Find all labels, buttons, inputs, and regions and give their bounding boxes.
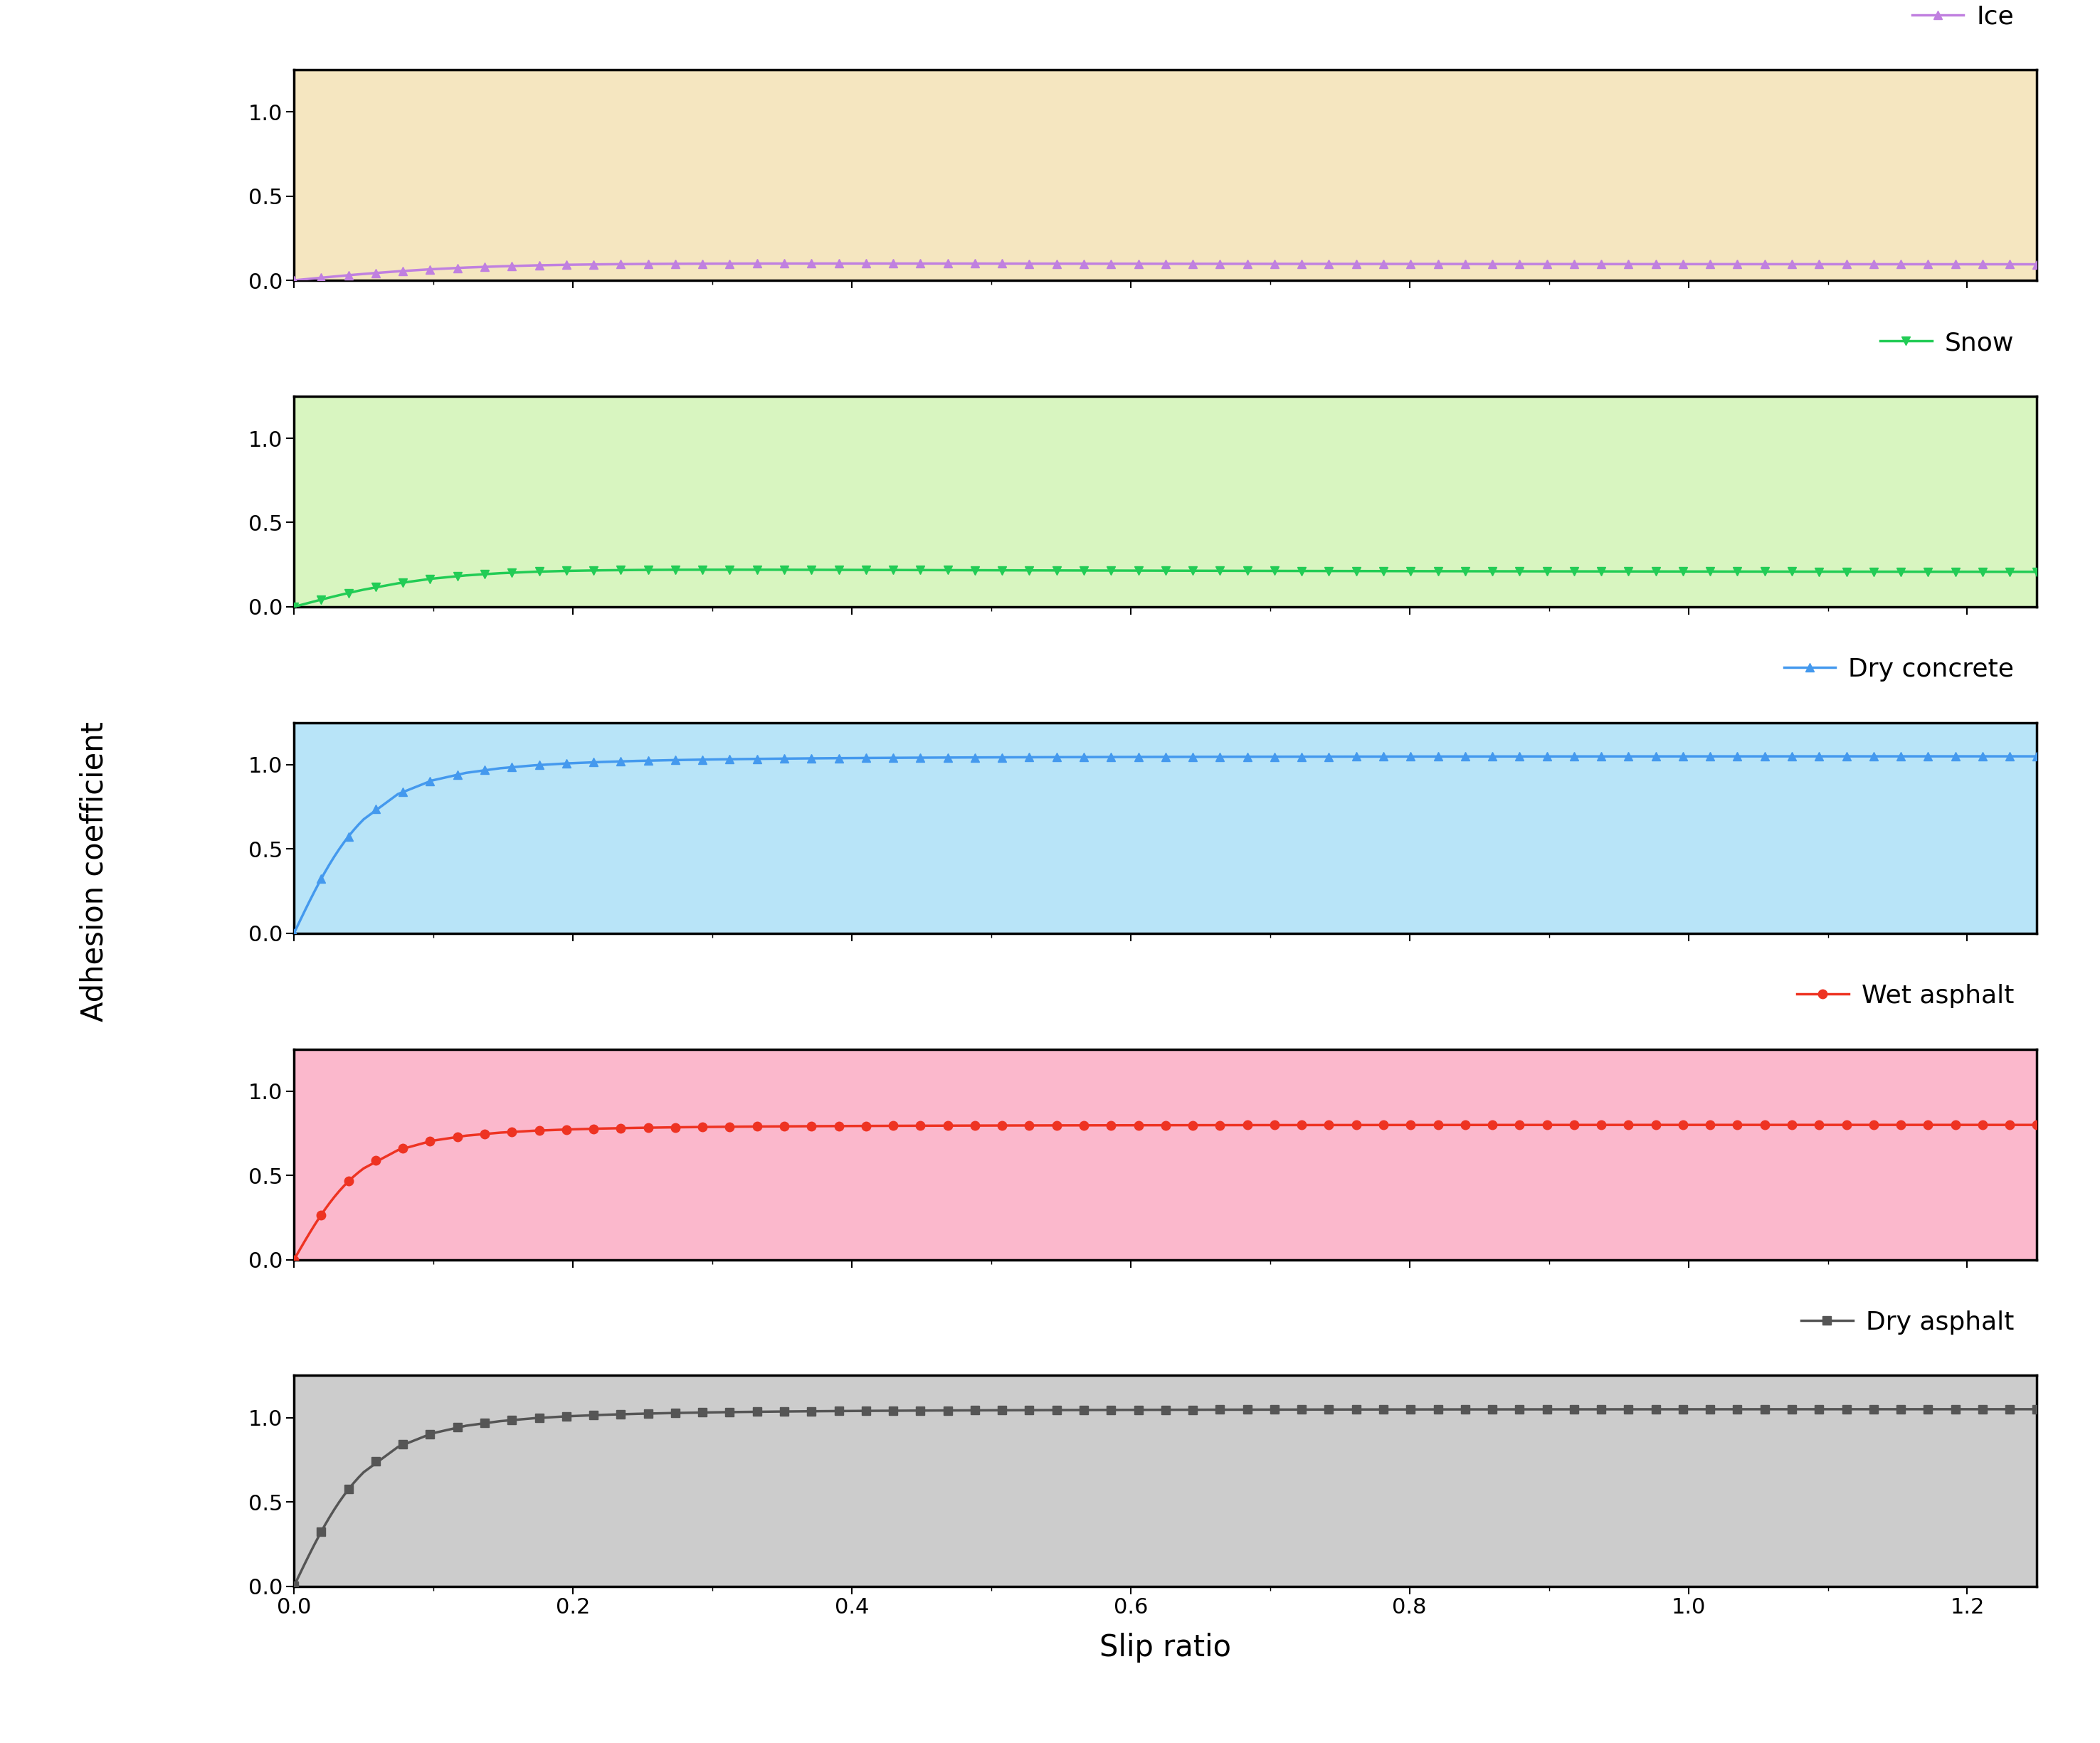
Legend: Dry concrete: Dry concrete — [1774, 647, 2024, 692]
Legend: Dry asphalt: Dry asphalt — [1791, 1300, 2024, 1344]
Legend: Snow: Snow — [1871, 321, 2024, 366]
Legend: Wet asphalt: Wet asphalt — [1787, 973, 2024, 1018]
Legend: Ice: Ice — [1903, 0, 2024, 38]
X-axis label: Slip ratio: Slip ratio — [1100, 1633, 1231, 1663]
Text: Adhesion coefficient: Adhesion coefficient — [80, 722, 109, 1021]
